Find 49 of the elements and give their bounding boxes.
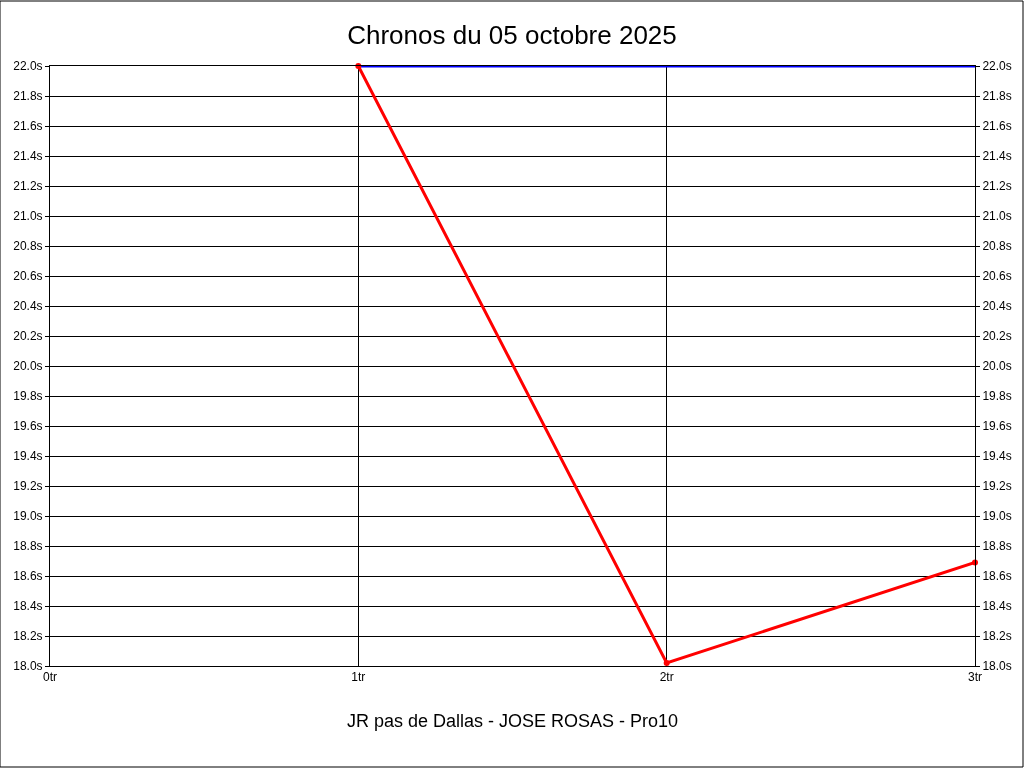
- y-tick-label: 20.8s: [13, 239, 43, 254]
- y2-tick-label: 21.8s: [982, 89, 1012, 104]
- y-tick-label: 19.4s: [13, 449, 43, 464]
- y-tick-label: 21.6s: [13, 119, 43, 134]
- y-tick-label: 21.2s: [13, 179, 43, 194]
- y2-tick-label: 20.2s: [982, 329, 1012, 344]
- y-tick-label: 18.6s: [13, 569, 43, 584]
- y-tick-label: 20.2s: [13, 329, 43, 344]
- y-tick-label: 21.4s: [13, 149, 43, 164]
- y-tick-label: 18.8s: [13, 539, 43, 554]
- y-tick-label: 20.6s: [13, 269, 43, 284]
- y2-tick-label: 18.2s: [982, 629, 1012, 644]
- x-tick-label: 0tr: [42, 670, 58, 685]
- y2-tick-label: 19.8s: [982, 389, 1012, 404]
- y2-tick-label: 19.4s: [982, 449, 1012, 464]
- y-tick-label: 21.0s: [13, 209, 43, 224]
- y-tick-label: 19.0s: [13, 509, 43, 524]
- x-tick-label: 2tr: [659, 670, 674, 685]
- y-tick-label: 22.0s: [13, 59, 43, 74]
- y2-tick-label: 18.4s: [982, 599, 1012, 614]
- y2-tick-label: 21.6s: [982, 119, 1012, 134]
- y2-tick-label: 18.8s: [982, 539, 1012, 554]
- x-tick-label: 1tr: [351, 670, 366, 685]
- y2-tick-label: 19.2s: [982, 479, 1012, 494]
- chart-title: Chronos du 05 octobre 2025: [347, 19, 677, 50]
- y2-tick-label: 19.0s: [982, 509, 1012, 524]
- y-tick-label: 19.6s: [13, 419, 43, 434]
- y-tick-label: 20.0s: [13, 359, 43, 374]
- y2-tick-label: 21.4s: [982, 149, 1012, 164]
- y2-tick-label: 21.2s: [982, 179, 1012, 194]
- y-tick-label: 18.4s: [13, 599, 43, 614]
- y-tick-label: 19.2s: [13, 479, 43, 494]
- y2-tick-label: 21.0s: [982, 209, 1012, 224]
- y2-tick-label: 20.6s: [982, 269, 1012, 284]
- y-tick-label: 18.2s: [13, 629, 43, 644]
- y2-tick-label: 18.6s: [982, 569, 1012, 584]
- point: [663, 660, 670, 666]
- y-tick-label: 20.4s: [13, 299, 43, 314]
- y2-tick-label: 20.0s: [982, 359, 1012, 374]
- y2-tick-label: 20.4s: [982, 299, 1012, 314]
- y2-tick-label: 22.0s: [982, 59, 1012, 74]
- y2-tick-label: 20.8s: [982, 239, 1012, 254]
- y-tick-label: 21.8s: [13, 89, 43, 104]
- x-tick-label: 3tr: [967, 670, 983, 685]
- y-tick-label: 19.8s: [13, 389, 43, 404]
- y2-tick-label: 19.6s: [982, 419, 1012, 434]
- y2-tick-label: 18.0s: [982, 659, 1012, 674]
- x-axis-title: JR pas de Dallas - JOSE ROSAS - Pro10: [346, 710, 679, 731]
- y-tick-label: 18.0s: [13, 659, 43, 674]
